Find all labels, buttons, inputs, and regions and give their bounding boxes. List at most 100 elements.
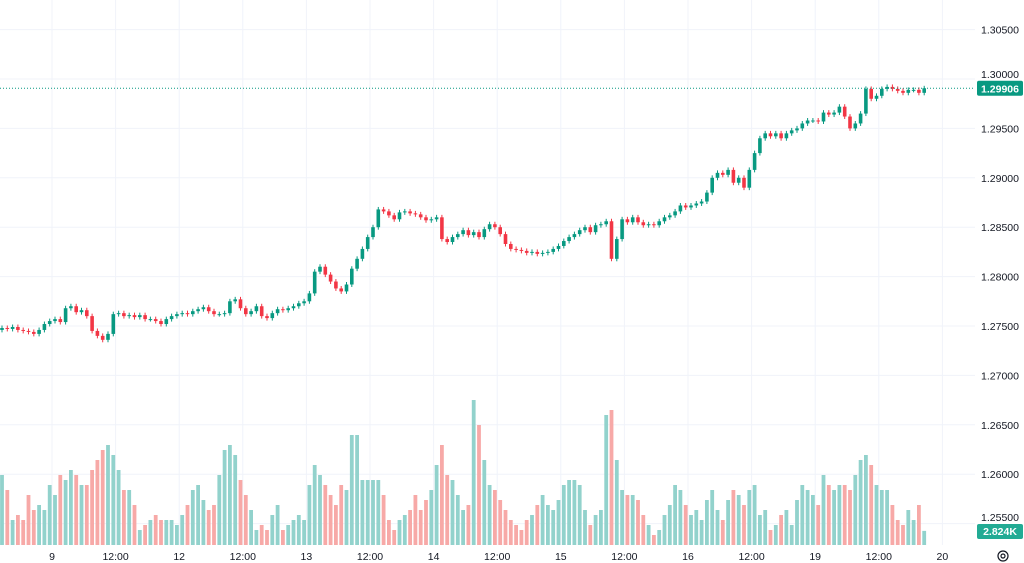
- volume-bar: [731, 490, 736, 545]
- volume-bar: [583, 510, 587, 545]
- candle-body: [164, 319, 169, 325]
- volume-bar: [31, 510, 36, 545]
- volume-bar: [524, 520, 529, 545]
- candle-body: [445, 239, 449, 243]
- volume-bar: [625, 495, 630, 545]
- candle-body: [138, 315, 142, 318]
- y-tick-label: 1.27000: [981, 370, 1019, 382]
- candle-body: [652, 224, 656, 226]
- candle-body: [842, 106, 847, 117]
- candle-body: [26, 330, 31, 332]
- volume-bar: [752, 485, 757, 545]
- volume-bar: [106, 445, 110, 545]
- candle-body: [625, 219, 630, 223]
- volume-bar: [233, 455, 238, 545]
- candle-body: [334, 281, 338, 289]
- volume-bar: [530, 515, 534, 545]
- volume-bar: [514, 525, 518, 545]
- candle-body: [906, 89, 911, 93]
- candle-body: [53, 319, 57, 322]
- candle-body: [79, 310, 84, 313]
- volume-bar: [689, 515, 693, 545]
- volume-bar: [620, 490, 624, 545]
- volume-bar: [190, 490, 195, 545]
- time-axis[interactable]: 12:00 9 12:00 12 12:00 13 12:00 14 12:00 15 12:00 1…: [0, 551, 948, 563]
- volume-bar: [392, 530, 397, 545]
- volume-bar: [567, 480, 571, 545]
- y-tick-label: 1.29500: [981, 123, 1019, 135]
- candle-body: [392, 215, 396, 220]
- volume-bar: [164, 520, 169, 545]
- last-price-badge: 1.29906: [977, 80, 1023, 96]
- volume-bar: [387, 520, 391, 545]
- volume-bar: [577, 485, 582, 545]
- candle-body: [116, 313, 121, 315]
- candle-body: [376, 209, 381, 228]
- y-tick-label: 1.28000: [981, 272, 1019, 284]
- candle-body: [567, 237, 571, 242]
- candle-body: [620, 219, 624, 240]
- candle-body: [169, 316, 174, 320]
- candle-body: [63, 308, 68, 323]
- price-axis[interactable]: 1.30500 1.30000 1.29500 1.29000 1.28500 1.280…: [981, 25, 1019, 524]
- candle-body: [514, 248, 518, 250]
- candle-body: [609, 221, 614, 259]
- volume-bar: [461, 510, 465, 545]
- last-volume-badge: 2.824K: [977, 524, 1023, 539]
- candle-body: [911, 89, 916, 91]
- volume-bar: [69, 470, 73, 545]
- candle-body: [196, 309, 200, 312]
- candle-body: [673, 211, 677, 216]
- volume-bar: [546, 505, 550, 545]
- y-tick-label: 1.26500: [981, 420, 1019, 432]
- volume-bar: [281, 530, 285, 545]
- candle-body: [122, 313, 126, 317]
- x-tick-label: 12: [173, 551, 185, 563]
- volume-bar: [471, 400, 476, 545]
- candle-body: [69, 306, 73, 309]
- y-tick-label: 1.29000: [981, 173, 1019, 185]
- volume-bar: [498, 500, 503, 545]
- x-tick-label: 14: [428, 551, 440, 563]
- candle-body: [403, 211, 407, 213]
- x-tick-label: 20: [937, 551, 949, 563]
- volume-bar: [185, 505, 190, 545]
- volume-bar: [519, 530, 524, 545]
- candle-body: [832, 112, 836, 115]
- volume-bar: [58, 475, 63, 545]
- gear-icon[interactable]: [997, 550, 1009, 562]
- candle-body: [228, 301, 232, 314]
- candle-body: [159, 321, 163, 325]
- volume-bar: [779, 515, 783, 545]
- y-tick-label: 1.26000: [981, 469, 1019, 481]
- candle-body: [858, 113, 863, 124]
- candle-body: [323, 266, 328, 275]
- volume-bar: [784, 510, 789, 545]
- volume-bar: [593, 515, 598, 545]
- volume-bar: [0, 475, 4, 545]
- volume-bar: [879, 490, 884, 545]
- volume-bar: [588, 525, 593, 545]
- candle-body: [530, 251, 534, 253]
- candle-body: [47, 321, 52, 325]
- y-tick-label: 1.30000: [981, 69, 1019, 81]
- volume-bar: [445, 475, 450, 545]
- volume-bar: [95, 460, 100, 545]
- candles: [0, 84, 926, 343]
- candle-body: [821, 112, 826, 122]
- candle-body: [763, 133, 767, 139]
- volume-bar: [127, 490, 132, 545]
- volume-bar: [667, 505, 672, 545]
- volume-bar: [355, 435, 359, 545]
- volume-bar: [705, 500, 709, 545]
- volume-bar: [169, 520, 174, 545]
- candle-body: [21, 329, 25, 331]
- volume-bar: [450, 480, 455, 545]
- volume-bar: [832, 490, 836, 545]
- candle-body: [599, 224, 603, 226]
- candle-body: [265, 316, 269, 319]
- candle-body: [106, 333, 110, 340]
- candle-body: [297, 303, 301, 307]
- candle-body: [408, 211, 412, 214]
